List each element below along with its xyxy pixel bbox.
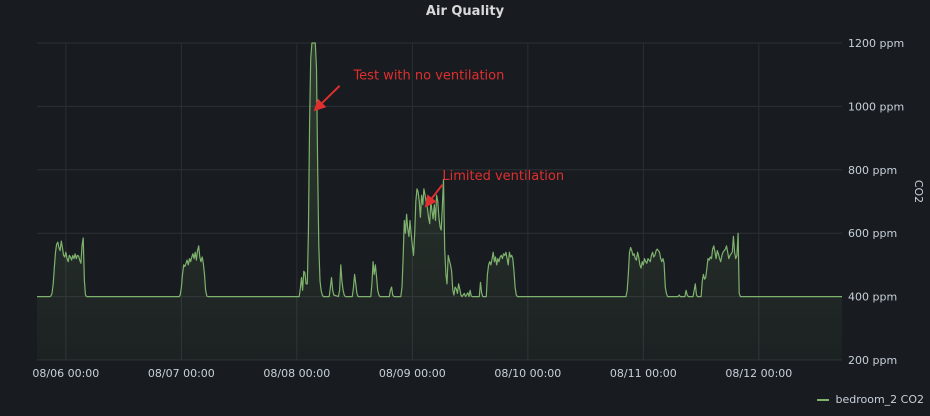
series-line	[37, 42, 842, 298]
y-tick-label: 600 ppm	[848, 227, 897, 240]
legend-swatch	[817, 398, 830, 401]
x-tick-label: 08/11 00:00	[610, 367, 677, 380]
chart-title: Air Quality	[425, 4, 505, 19]
x-tick-label: 08/06 00:00	[32, 367, 99, 380]
y-tick-label: 800 ppm	[848, 164, 897, 177]
x-tick-label: 08/12 00:00	[725, 367, 792, 380]
y-axis-label: CO2	[912, 180, 925, 203]
x-tick-label: 08/07 00:00	[148, 367, 215, 380]
x-tick-label: 08/09 00:00	[379, 367, 446, 380]
x-tick-label: 08/10 00:00	[494, 367, 561, 380]
annotation-text: Test with no ventilation	[352, 68, 504, 83]
legend-label: bedroom_2 CO2	[835, 393, 924, 406]
y-tick-label: 1200 ppm	[848, 37, 904, 50]
x-tick-label: 08/08 00:00	[263, 367, 330, 380]
y-tick-label: 200 ppm	[848, 354, 897, 367]
annotation-text: Limited ventilation	[442, 169, 564, 184]
y-tick-label: 1000 ppm	[848, 100, 904, 113]
legend-item[interactable]: bedroom_2 CO2	[817, 393, 924, 406]
y-tick-label: 400 ppm	[848, 291, 897, 304]
annotation-arrow	[313, 85, 341, 112]
series-area	[37, 43, 842, 360]
annotation-arrow	[424, 184, 444, 208]
